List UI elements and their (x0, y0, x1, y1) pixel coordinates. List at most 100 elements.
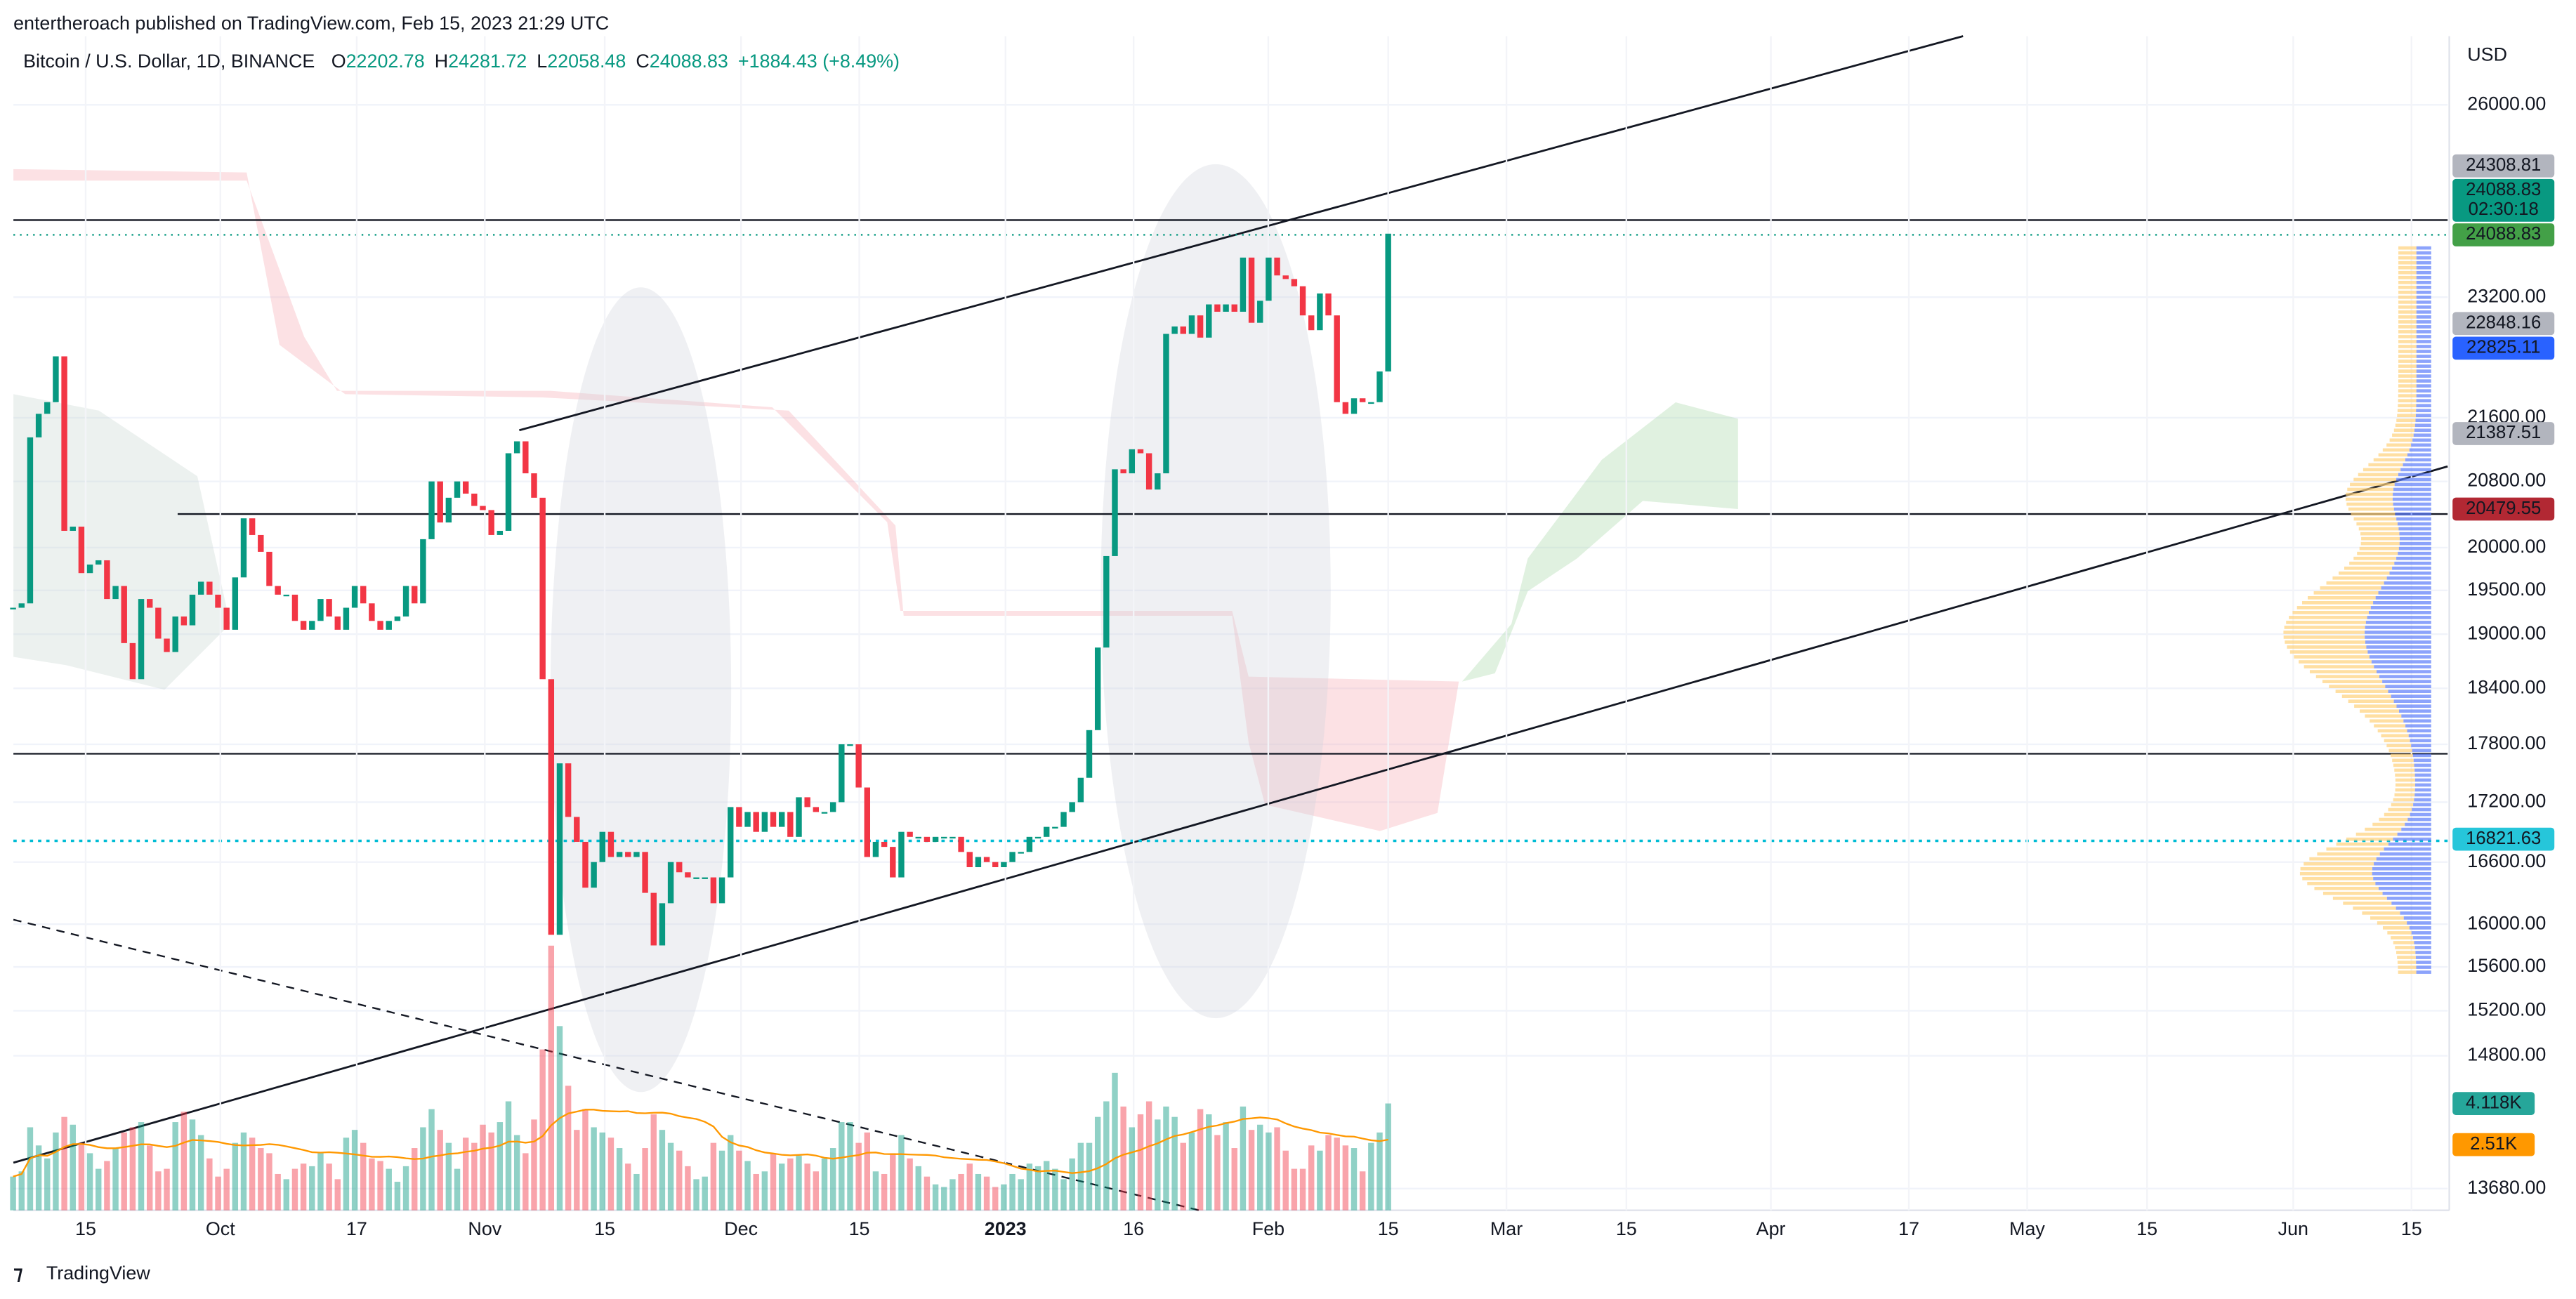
volume-bar (1188, 1132, 1195, 1211)
volume-bar (505, 1101, 512, 1211)
volume-bar (966, 1163, 973, 1211)
candle-body (1112, 469, 1118, 556)
volume-profile-up (2336, 842, 2388, 846)
candle-body (394, 616, 401, 621)
logo-mark: ⁊ (13, 1262, 22, 1284)
candle-body (172, 616, 178, 652)
y-tick-label: 15200.00 (2467, 999, 2546, 1020)
volume-profile-up (2398, 285, 2417, 289)
countdown: 02:30:18 (2469, 199, 2539, 219)
volume-profile-up (2359, 546, 2399, 550)
volume-profile-down (2416, 310, 2431, 314)
volume-profile-down (2416, 330, 2431, 334)
volume-bar (813, 1171, 820, 1211)
volume-profile-down (2415, 951, 2431, 954)
volume-bar (1248, 1130, 1255, 1211)
volume-bar (462, 1138, 469, 1211)
volume-profile-down (2396, 477, 2431, 482)
price-tag (2452, 422, 2555, 445)
volume-profile-down (2414, 941, 2431, 944)
volume-bar (539, 1049, 546, 1211)
candle-body (1103, 555, 1110, 648)
volume-profile-down (2408, 734, 2431, 738)
candle-body (300, 621, 307, 630)
volume-bar (164, 1168, 170, 1211)
volume-profile-up (2398, 374, 2417, 378)
volume-profile-up (2354, 704, 2397, 708)
price-tag (2452, 312, 2555, 336)
volume-bar (890, 1153, 896, 1211)
volume-profile-down (2398, 546, 2431, 550)
volume-profile-up (2398, 275, 2417, 279)
candle-body (1266, 257, 1272, 301)
volume-bar (625, 1163, 631, 1211)
volume-bar (104, 1161, 110, 1211)
volume-profile-down (2392, 566, 2431, 570)
candle-body (607, 831, 615, 857)
volume-profile-down (2416, 270, 2431, 275)
volume-bar (394, 1182, 401, 1211)
y-tick-label: 14800.00 (2467, 1044, 2546, 1065)
volume-profile-up (2326, 847, 2384, 851)
candle-body (710, 877, 717, 904)
volume-profile-down (2416, 345, 2431, 348)
candle-body (898, 831, 905, 878)
volume-profile-up (2398, 320, 2417, 324)
candle-body (565, 763, 572, 817)
candle-body (112, 586, 119, 600)
volume-bar (471, 1142, 478, 1211)
volume-bar (778, 1163, 785, 1211)
volume-profile-down (2413, 803, 2431, 807)
candle-body (676, 862, 683, 873)
volume-profile-down (2403, 916, 2431, 920)
candle-body (1282, 275, 1289, 279)
volume-bar (1103, 1101, 1110, 1211)
indicators (13, 35, 2448, 1211)
candle-body (1197, 315, 1204, 338)
candle-body (890, 847, 896, 878)
volume-profile-up (2398, 389, 2417, 393)
volume-bar (1052, 1168, 1058, 1211)
candle-body (881, 841, 888, 848)
candle-body (121, 586, 127, 643)
candle-body (180, 616, 188, 626)
volume-profile-down (2374, 665, 2431, 668)
candle-body (1342, 402, 1349, 414)
volume-profile-up (2329, 685, 2386, 688)
volume-profile-up (2398, 261, 2417, 265)
volume-bar (650, 1114, 657, 1211)
volume-profile-down (2375, 595, 2431, 600)
volume-bar (326, 1163, 332, 1211)
candle-body (351, 586, 358, 608)
volume-bar (86, 1153, 93, 1211)
candle-body (949, 836, 956, 839)
volume-profile-down (2393, 492, 2431, 496)
volume-profile-down (2416, 399, 2431, 403)
volume-bar (275, 1173, 281, 1211)
candle-body (829, 802, 836, 812)
candle-body (642, 852, 648, 893)
volume-profile-down (2366, 645, 2431, 649)
volume-profile-up (2398, 399, 2417, 403)
volume-bar (1155, 1119, 1161, 1211)
volume-bar (138, 1122, 145, 1211)
volume-bar (548, 945, 555, 1211)
volume-profile-down (2413, 758, 2431, 763)
volume-profile-up (2398, 315, 2417, 319)
volume-profile-down (2373, 601, 2431, 605)
volume-bar (291, 1168, 298, 1211)
x-tick-label: 15 (1378, 1218, 1399, 1239)
volume-bar (317, 1153, 324, 1211)
volume-profile-down (2368, 611, 2431, 614)
candle-body (813, 807, 820, 812)
candle-body (223, 607, 230, 630)
volume-profile-up (2398, 364, 2417, 368)
candle-body (659, 903, 666, 946)
volume-profile-down (2400, 911, 2431, 915)
volume-bar (693, 1179, 699, 1211)
candle-body (1171, 326, 1178, 334)
volume-profile-down (2407, 453, 2431, 457)
volume-profile-down (2415, 414, 2431, 418)
volume-profile-down (2385, 685, 2431, 688)
candle-body (685, 872, 691, 878)
